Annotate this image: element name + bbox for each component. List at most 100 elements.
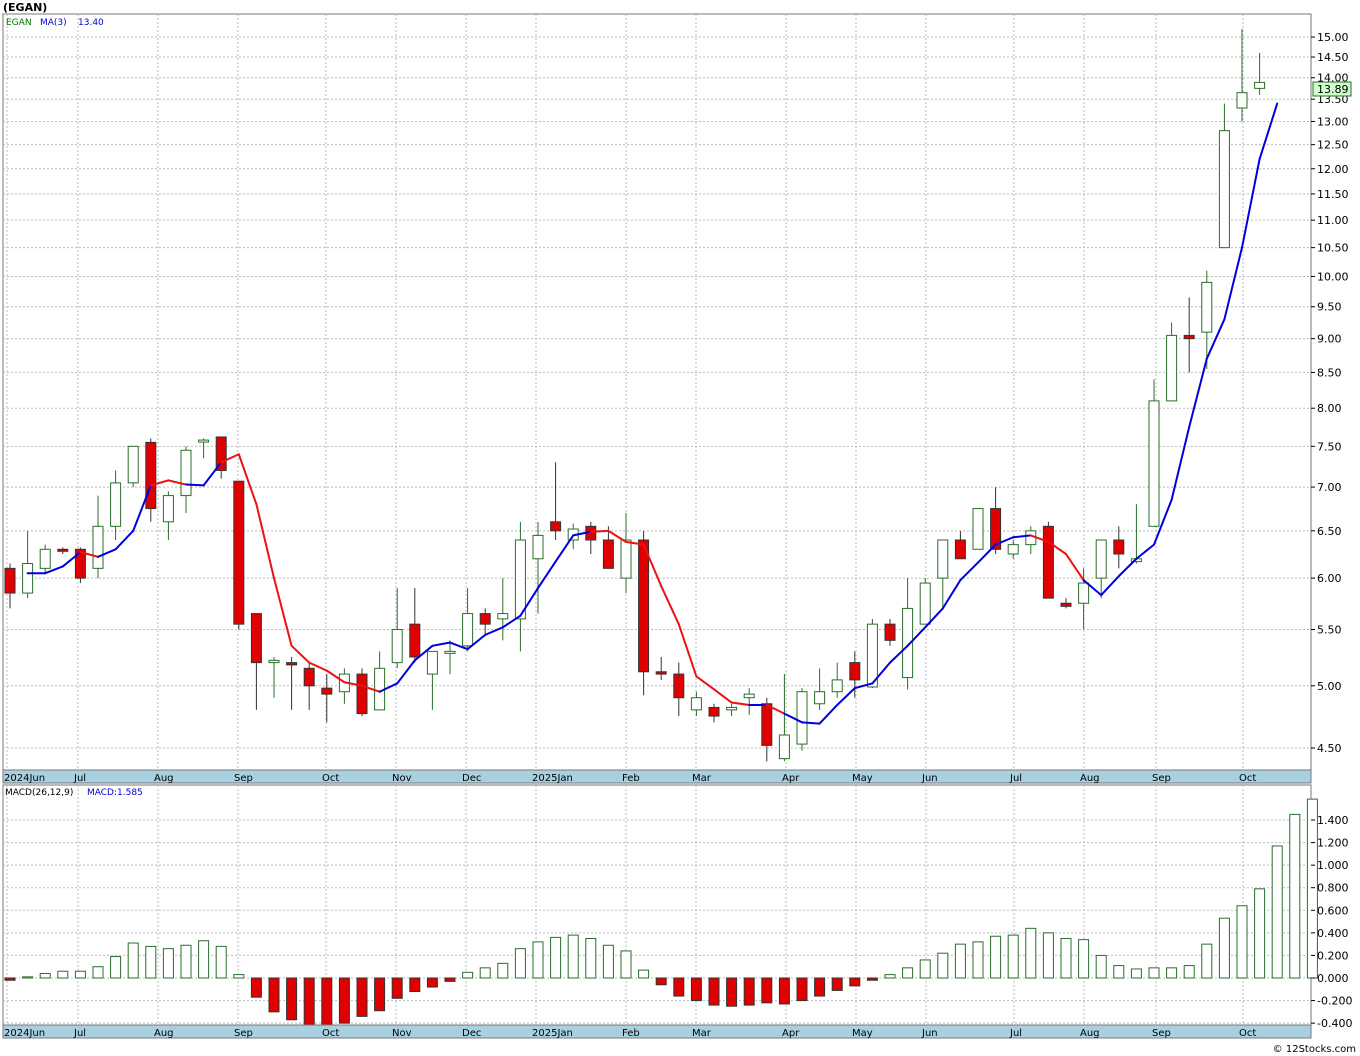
candle-body (550, 521, 562, 532)
ma-segment (519, 587, 539, 617)
macd-bar (268, 977, 280, 1013)
candle (884, 618, 896, 646)
price-y-tick-label: 12.50 (1317, 139, 1349, 152)
price-y-tick-label: 12.00 (1317, 163, 1349, 176)
candle-body (620, 539, 632, 579)
candle (778, 674, 790, 762)
candle (1201, 270, 1213, 369)
macd-bar (92, 966, 104, 979)
candle-body (497, 613, 509, 620)
ma-segment (44, 565, 64, 575)
macd-bar (690, 977, 702, 1002)
candle (673, 662, 685, 717)
ma-segment (61, 551, 82, 568)
candle (321, 674, 333, 723)
ma-segment (343, 681, 363, 687)
ma-segment (924, 607, 944, 629)
macd-bar (1183, 965, 1195, 979)
ma-segment (1029, 534, 1050, 543)
price-x-tick-label: Mar (692, 773, 712, 784)
candle-body (92, 525, 104, 569)
candle (1060, 598, 1072, 609)
candle-body (655, 671, 667, 675)
candle-body (1218, 130, 1230, 249)
candle-body (1007, 544, 1019, 555)
ma-segment (801, 721, 821, 725)
candle-body (268, 659, 280, 664)
macd-panel (2, 784, 1312, 1026)
macd-x-axis-band (2, 1024, 1312, 1039)
ma-segment (325, 669, 346, 684)
macd-bar (1271, 845, 1283, 979)
ma-segment (396, 659, 416, 685)
macd-bar (1148, 967, 1160, 979)
macd-y-tick-label: 0.800 (1317, 882, 1349, 895)
price-x-tick-label: May (852, 773, 873, 784)
macd-x-axis: 2024Jun Jul Aug Sep Oct Nov Dec 2025Jan Feb Mar Ap… (4, 1028, 1256, 1039)
macd-bar (426, 977, 438, 988)
macd-bar (919, 959, 931, 979)
candle (22, 530, 34, 599)
candle-body (708, 706, 720, 717)
macd-bar (1236, 905, 1248, 979)
candle (1113, 526, 1125, 569)
macd-bar (743, 977, 755, 1006)
price-x-tick-label: Oct (322, 773, 339, 784)
candle (902, 578, 914, 690)
ma-segment (97, 548, 117, 558)
macd-bar (162, 948, 174, 979)
candle (550, 462, 562, 540)
candle-body (602, 539, 614, 569)
ma-segment (889, 644, 909, 664)
candle (866, 618, 878, 689)
macd-bar (1218, 917, 1230, 979)
macd-bar (849, 977, 861, 987)
candle-body (356, 673, 368, 715)
macd-bar (39, 972, 51, 979)
candle (497, 578, 509, 641)
ma-segment (149, 479, 170, 487)
macd-x-tick-label: Jul (1009, 1028, 1022, 1039)
macd-x-tick-label: 2025Jan (532, 1028, 573, 1039)
candle (726, 703, 738, 717)
candle (233, 480, 245, 630)
macd-bar (462, 971, 474, 979)
ma-segment (237, 453, 258, 506)
macd-bar (585, 938, 597, 979)
price-y-tick-label: 10.00 (1317, 270, 1349, 283)
candle (391, 588, 403, 669)
macd-bar (726, 977, 738, 1007)
ma-segment (977, 543, 997, 564)
price-x-tick-label: Aug (1080, 773, 1100, 784)
candle (127, 445, 139, 488)
ma-segment (906, 626, 927, 647)
price-x-axis-band (2, 769, 1312, 784)
candle-body (849, 662, 861, 681)
candle-body (127, 445, 139, 484)
candle (1236, 29, 1248, 122)
ma-segment (1117, 557, 1138, 578)
candle (919, 578, 931, 625)
ma-segment (114, 529, 135, 551)
ma-segment (836, 687, 856, 706)
ma-segment (783, 712, 803, 724)
macd-x-tick-label: Dec (462, 1028, 481, 1039)
ma-segment (871, 661, 891, 685)
macd-bar (620, 950, 632, 979)
macd-bar (761, 977, 773, 1004)
macd-bar (514, 948, 526, 979)
ma-segment (625, 540, 645, 546)
candle-body (778, 734, 790, 760)
candle (532, 521, 544, 614)
macd-x-tick-label: Sep (234, 1028, 253, 1039)
candle-body (673, 673, 685, 699)
ma-segment (1205, 318, 1226, 360)
macd-bar (180, 944, 192, 979)
candle (268, 656, 280, 698)
macd-bar (1289, 813, 1301, 979)
candle (620, 512, 632, 594)
ma-segment (1047, 540, 1067, 556)
candle-body (57, 548, 69, 552)
candle-body (162, 495, 174, 523)
